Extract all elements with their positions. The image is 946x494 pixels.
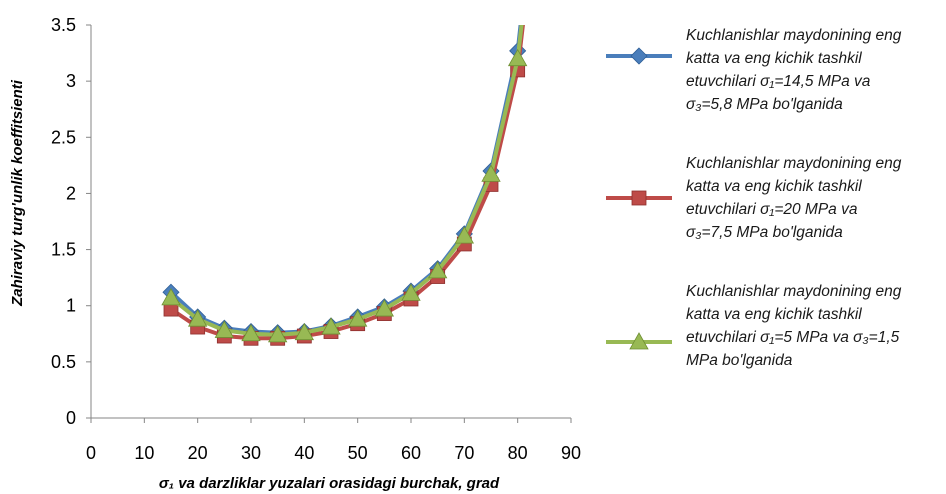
data-point [294, 322, 315, 341]
legend-label-2: Kuchlanishlar maydonining eng katta va e… [686, 155, 902, 241]
data-point [187, 309, 208, 327]
legend-item-2: Kuchlanishlar maydonining eng katta va e… [600, 152, 946, 280]
series-line [169, 25, 525, 341]
x-tick-label: 40 [294, 443, 314, 463]
y-tick-label: 1.5 [51, 240, 76, 260]
data-point [267, 325, 288, 343]
data-point [454, 226, 475, 244]
legend-item-1: Kuchlanishlar maydonining eng katta va e… [600, 24, 946, 152]
data-point [481, 164, 501, 182]
legend-marker [630, 47, 648, 65]
data-point [161, 288, 181, 306]
series-1 [162, 25, 527, 342]
series-line [169, 25, 523, 335]
x-tick-label: 0 [86, 443, 96, 463]
y-tick-label: 2 [66, 183, 76, 203]
legend-label-3: Kuchlanishlar maydonining eng katta va e… [686, 283, 902, 369]
legend-swatch-diamond [606, 47, 672, 65]
y-tick-label: 3.5 [51, 15, 76, 35]
x-tick-label: 60 [401, 443, 421, 463]
legend-swatch-triangle [606, 332, 672, 350]
x-tick-label: 30 [241, 443, 261, 463]
data-point [347, 309, 368, 327]
legend-swatch-square [606, 190, 672, 206]
series-3 [161, 25, 528, 343]
data-point [321, 317, 341, 335]
data-point [401, 283, 421, 301]
series-line [169, 25, 524, 337]
legend-item-3: Kuchlanishlar maydonining eng katta va e… [600, 280, 946, 408]
data-point [427, 261, 448, 279]
legend: Kuchlanishlar maydonining eng katta va e… [600, 24, 946, 408]
data-point [241, 323, 261, 342]
x-axis-label: σ₁ va darzliklar yuzalari orasidagi burc… [159, 475, 500, 492]
y-tick-label: 0.5 [51, 352, 76, 372]
series-2 [163, 25, 526, 346]
data-point [374, 299, 395, 317]
y-tick-label: 2.5 [51, 127, 76, 147]
y-axis-label: Zahiraviy turg'unlik koeffitsienti [9, 79, 26, 307]
legend-label-1: Kuchlanishlar maydonining eng katta va e… [686, 27, 902, 113]
y-tick-label: 3 [66, 71, 76, 91]
y-tick-label: 1 [66, 296, 76, 316]
legend-marker [631, 190, 647, 206]
x-tick-label: 90 [561, 443, 581, 463]
legend-marker [629, 332, 649, 350]
y-tick-label: 0 [66, 408, 76, 428]
data-point [507, 48, 528, 67]
x-tick-label: 10 [134, 443, 154, 463]
x-tick-label: 80 [508, 443, 528, 463]
x-tick-label: 50 [348, 443, 368, 463]
plot-area: 0 0.5 1 1.5 2 2.5 3 3.5 0 10 20 30 40 50 60 70 80 90 [51, 15, 581, 463]
x-tick-label: 20 [188, 443, 208, 463]
x-tick-label: 70 [454, 443, 474, 463]
data-point [214, 320, 235, 338]
